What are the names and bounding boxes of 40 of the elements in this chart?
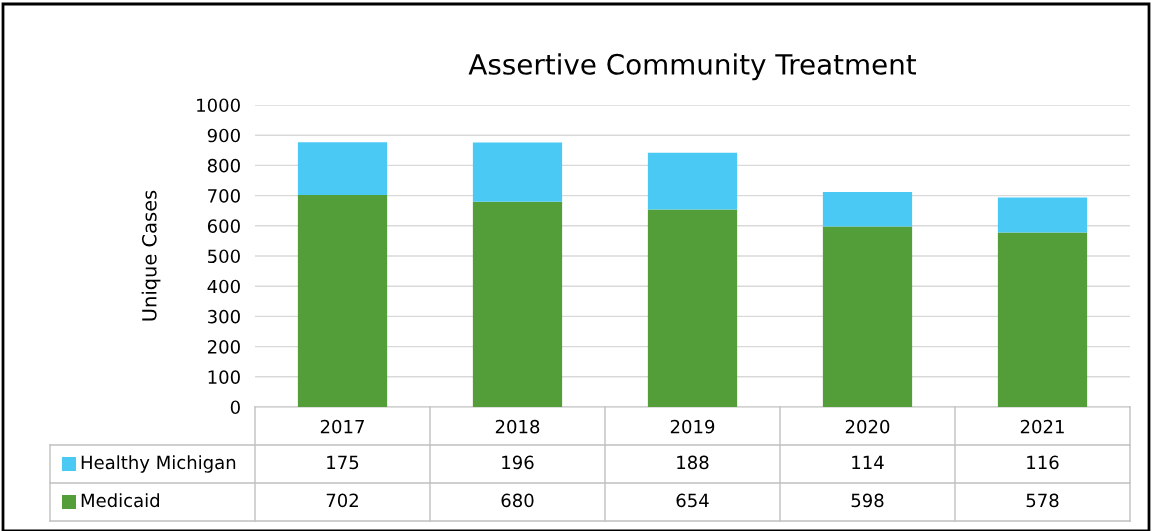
data-label: 116 [1027,455,1059,470]
data-label: 175 [327,455,359,470]
x-tick-label: 2017 [320,419,364,434]
legend-label: Medicaid [81,493,159,508]
bar [822,191,913,227]
y-tick-label: 900 [207,128,240,143]
y-tick-label: 500 [208,249,240,264]
data-label: 680 [501,493,534,508]
y-tick-label: 800 [207,158,240,173]
bar [822,226,913,407]
data-label: 598 [851,493,884,508]
x-tick-label: 2021 [1020,419,1064,434]
chart-title: Assertive Community Treatment [468,53,917,81]
y-axis-title: Unique Cases [141,190,161,321]
legend-label: Healthy Michigan [81,455,236,473]
x-tick-label: 2018 [495,419,540,434]
data-label: 654 [676,493,709,508]
y-tick-label: 700 [208,189,240,203]
bar [297,195,388,407]
data-label: 196 [502,455,534,470]
data-label: 188 [677,455,709,470]
bar [997,232,1088,407]
data-label: 578 [1026,493,1059,508]
bar [647,209,738,407]
bar [647,152,738,210]
bar [297,142,388,195]
data-label: 114 [852,455,884,469]
data-label: 702 [326,493,358,508]
x-tick-label: 2020 [845,419,890,434]
y-tick-label: 600 [207,219,240,233]
bar [472,142,563,202]
y-tick-label: 300 [208,309,240,324]
x-tick-label: 2019 [670,419,715,434]
y-tick-label: 0 [230,400,240,415]
bar [997,197,1088,233]
bar [472,201,563,407]
y-tick-label: 100 [208,370,240,384]
y-tick-label: 200 [207,340,240,354]
y-tick-label: 400 [207,279,240,294]
y-tick-label: 1000 [197,98,240,113]
